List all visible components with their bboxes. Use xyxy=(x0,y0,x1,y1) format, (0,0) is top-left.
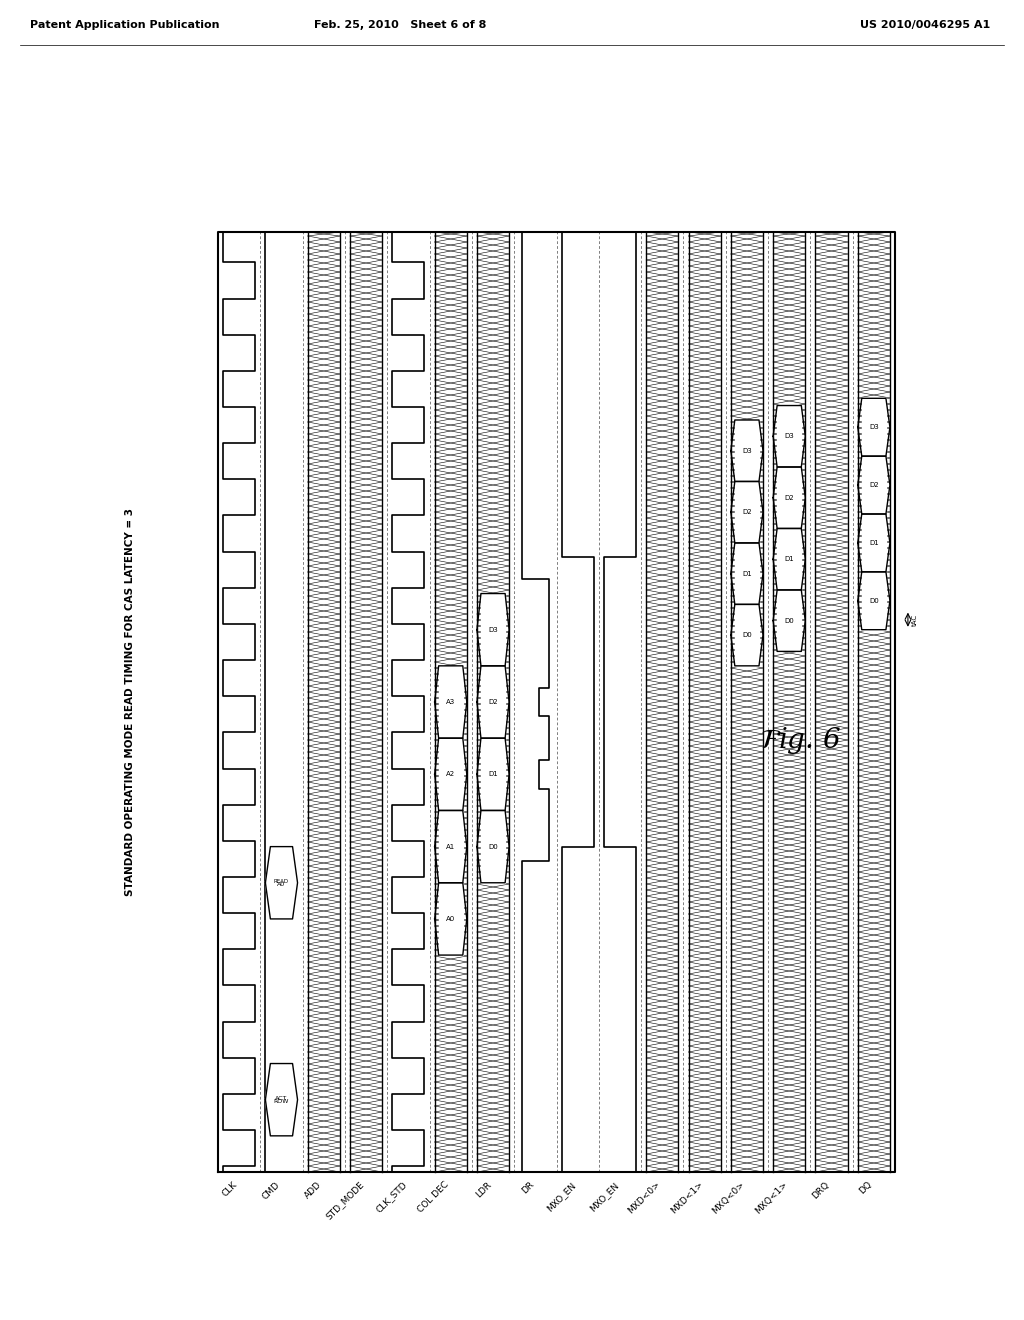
Text: ADD: ADD xyxy=(303,1180,324,1200)
Bar xyxy=(735,482,759,543)
Text: D0: D0 xyxy=(869,598,879,603)
Text: MXQ<1>: MXQ<1> xyxy=(754,1180,790,1216)
Text: STANDARD OPERATING MODE READ TIMING FOR CAS LATENCY = 3: STANDARD OPERATING MODE READ TIMING FOR … xyxy=(125,508,135,896)
Bar xyxy=(438,810,463,883)
Text: D3: D3 xyxy=(869,424,879,430)
Text: Patent Application Publication: Patent Application Publication xyxy=(30,20,219,30)
Text: MXO_EN: MXO_EN xyxy=(545,1180,578,1213)
Text: DR: DR xyxy=(520,1180,536,1196)
Bar xyxy=(481,738,505,810)
Text: CMD: CMD xyxy=(260,1180,282,1201)
Text: DRQ: DRQ xyxy=(811,1180,831,1201)
Text: READ: READ xyxy=(273,879,289,884)
Bar xyxy=(862,572,886,630)
Bar xyxy=(481,594,505,665)
Text: A3: A3 xyxy=(446,700,456,705)
Text: MXO_EN: MXO_EN xyxy=(588,1180,620,1213)
Text: D1: D1 xyxy=(488,771,498,777)
Bar xyxy=(862,399,886,457)
Bar xyxy=(777,467,802,528)
Text: tAC: tAC xyxy=(912,614,918,626)
Text: Feb. 25, 2010   Sheet 6 of 8: Feb. 25, 2010 Sheet 6 of 8 xyxy=(313,20,486,30)
Text: MXD<0>: MXD<0> xyxy=(627,1180,663,1216)
Text: D2: D2 xyxy=(488,700,498,705)
Text: A2: A2 xyxy=(446,771,456,777)
Text: DQ: DQ xyxy=(858,1180,873,1196)
Text: ROW: ROW xyxy=(273,1098,289,1104)
Text: D3: D3 xyxy=(488,627,498,632)
Polygon shape xyxy=(265,1064,298,1135)
Bar xyxy=(862,513,886,572)
Bar xyxy=(438,883,463,956)
Text: A1: A1 xyxy=(446,843,456,850)
Bar xyxy=(481,665,505,738)
Bar xyxy=(777,590,802,651)
Bar xyxy=(481,810,505,883)
Text: D3: D3 xyxy=(784,433,794,440)
Bar xyxy=(862,457,886,513)
Text: D0: D0 xyxy=(784,618,794,623)
Bar xyxy=(777,405,802,467)
Text: D1: D1 xyxy=(784,556,794,562)
Text: CLK_STD: CLK_STD xyxy=(374,1180,409,1214)
Text: D0: D0 xyxy=(742,632,752,638)
Text: D2: D2 xyxy=(742,510,752,515)
Text: MXQ<0>: MXQ<0> xyxy=(711,1180,746,1216)
Text: CLK: CLK xyxy=(221,1180,240,1199)
Text: A0: A0 xyxy=(278,882,286,887)
Bar xyxy=(735,543,759,605)
Text: D0: D0 xyxy=(488,843,498,850)
Text: LDR: LDR xyxy=(474,1180,493,1199)
Text: $\mathcal{F}$ig. 6: $\mathcal{F}$ig. 6 xyxy=(760,725,841,755)
Text: D2: D2 xyxy=(784,495,794,500)
Bar xyxy=(438,738,463,810)
Text: ACT: ACT xyxy=(275,1096,288,1101)
Bar xyxy=(438,665,463,738)
Text: US 2010/0046295 A1: US 2010/0046295 A1 xyxy=(860,20,990,30)
Bar xyxy=(777,528,802,590)
Text: D1: D1 xyxy=(742,570,752,577)
Bar xyxy=(735,605,759,665)
Text: MXD<1>: MXD<1> xyxy=(669,1180,705,1216)
Polygon shape xyxy=(265,846,298,919)
Text: STD_MODE: STD_MODE xyxy=(325,1180,367,1221)
Text: D2: D2 xyxy=(869,482,879,488)
Text: A0: A0 xyxy=(446,916,456,921)
Bar xyxy=(735,420,759,482)
Text: D3: D3 xyxy=(742,447,752,454)
Text: COL DEC: COL DEC xyxy=(416,1180,451,1214)
Text: D1: D1 xyxy=(869,540,879,546)
